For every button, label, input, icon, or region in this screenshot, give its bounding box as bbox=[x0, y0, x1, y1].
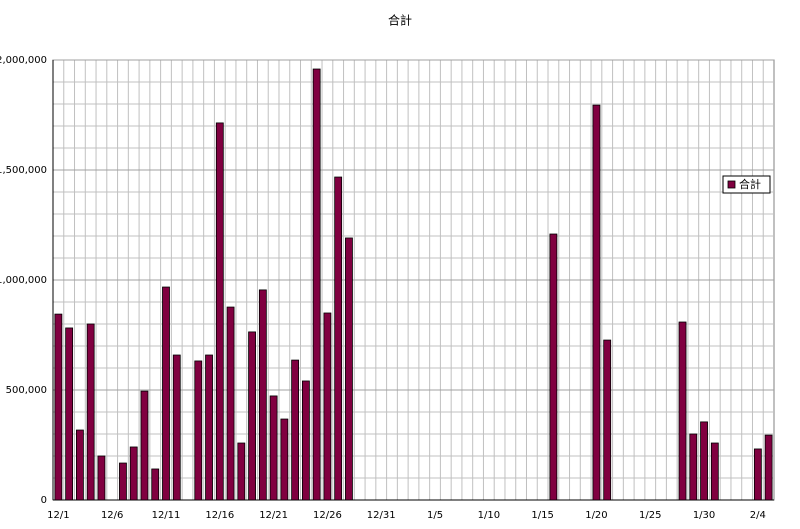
bar bbox=[76, 429, 84, 501]
bar bbox=[65, 327, 74, 501]
x-tick-label: 2/4 bbox=[750, 510, 766, 521]
bar bbox=[710, 442, 719, 501]
bar bbox=[689, 433, 698, 501]
bar bbox=[226, 306, 235, 501]
bar bbox=[753, 448, 762, 501]
bar bbox=[269, 395, 278, 501]
y-tick-label: 1,500,000 bbox=[0, 165, 47, 176]
bar bbox=[97, 455, 106, 501]
x-tick-label: 12/1 bbox=[47, 510, 69, 521]
bar bbox=[248, 331, 256, 501]
y-tick-label: 1,000,000 bbox=[0, 275, 47, 286]
x-tick-label: 12/21 bbox=[259, 510, 288, 521]
x-tick-label: 12/16 bbox=[205, 510, 234, 521]
legend-label: 合計 bbox=[739, 177, 761, 191]
x-tick-label: 12/26 bbox=[313, 510, 342, 521]
bar bbox=[215, 122, 224, 501]
bar bbox=[334, 176, 343, 501]
bar bbox=[280, 418, 289, 501]
bar bbox=[291, 359, 300, 501]
bar bbox=[258, 289, 267, 501]
bar bbox=[86, 323, 95, 501]
x-tick-label: 1/5 bbox=[427, 510, 443, 521]
y-tick-label: 0 bbox=[41, 495, 47, 506]
x-tick-label: 12/31 bbox=[367, 510, 396, 521]
bar bbox=[592, 104, 601, 501]
bar bbox=[140, 390, 149, 501]
bar bbox=[323, 312, 332, 501]
bar bbox=[603, 339, 612, 501]
bar bbox=[205, 354, 213, 501]
legend-swatch bbox=[727, 180, 736, 189]
bar bbox=[549, 233, 558, 501]
bar bbox=[162, 286, 170, 501]
x-tick-label: 1/10 bbox=[478, 510, 500, 521]
bar bbox=[345, 237, 353, 501]
x-tick-label: 1/30 bbox=[693, 510, 715, 521]
bar bbox=[119, 462, 127, 501]
x-tick-label: 12/11 bbox=[152, 510, 181, 521]
bar bbox=[700, 421, 708, 501]
x-tick-label: 12/6 bbox=[101, 510, 123, 521]
legend-box bbox=[722, 175, 771, 194]
bar bbox=[678, 321, 687, 501]
bar bbox=[172, 354, 181, 501]
x-tick-label: 1/25 bbox=[639, 510, 661, 521]
bar bbox=[54, 313, 63, 501]
bar bbox=[194, 360, 203, 501]
x-tick-label: 1/15 bbox=[531, 510, 553, 521]
chart-title: 合計 bbox=[388, 13, 412, 28]
y-tick-label: 500,000 bbox=[6, 385, 47, 396]
bar bbox=[301, 380, 310, 501]
bar bbox=[129, 446, 138, 501]
bar bbox=[151, 468, 160, 501]
y-tick-label: 2,000,000 bbox=[0, 55, 47, 66]
bar bbox=[237, 442, 246, 501]
x-tick-label: 1/20 bbox=[585, 510, 607, 521]
bar bbox=[312, 68, 321, 501]
bar bbox=[764, 434, 773, 501]
